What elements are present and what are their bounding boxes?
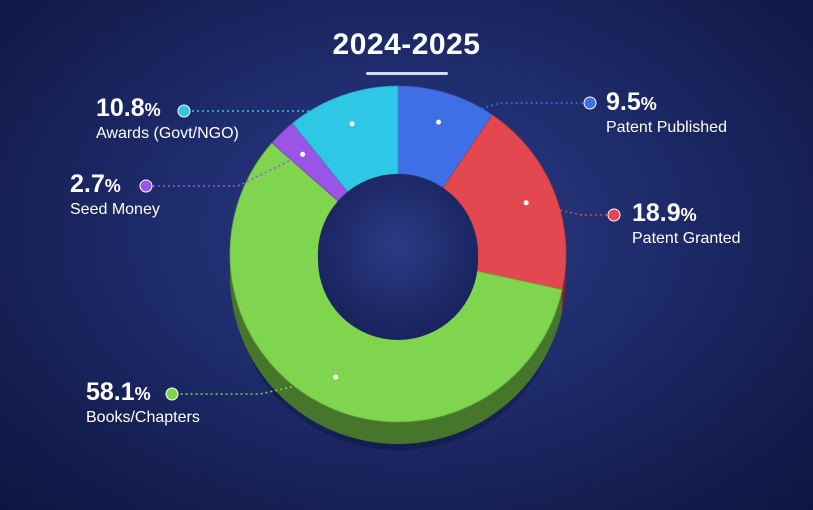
callout-seed-money: 2.7% Seed Money bbox=[70, 170, 160, 219]
value-label-patent-granted: 18.9% bbox=[632, 199, 697, 227]
legend-dot-seed-money bbox=[139, 179, 153, 193]
leader-line-seed-money bbox=[146, 153, 303, 187]
donut-hole bbox=[318, 174, 478, 334]
category-label-seed-money: Seed Money bbox=[70, 201, 160, 218]
chart-title: 2024-2025 bbox=[332, 28, 481, 61]
callout-books-chapters: 58.1% Books/Chapters bbox=[86, 378, 200, 427]
leader-line-books-chapters bbox=[172, 376, 336, 395]
value-label-seed-money: 2.7% bbox=[70, 170, 121, 198]
leader-anchor-patent-published bbox=[436, 119, 442, 125]
category-label-books-chapters: Books/Chapters bbox=[86, 409, 200, 426]
legend-dot-awards bbox=[177, 104, 191, 118]
category-label-patent-published: Patent Published bbox=[606, 119, 727, 136]
callout-patent-granted: 18.9% Patent Granted bbox=[632, 199, 741, 248]
legend-dot-patent-published bbox=[583, 96, 597, 110]
category-label-patent-granted: Patent Granted bbox=[632, 230, 741, 247]
legend-dot-patent-granted bbox=[607, 208, 621, 222]
leader-anchor-patent-granted bbox=[523, 200, 529, 206]
leader-anchor-books-chapters bbox=[333, 374, 339, 380]
value-label-awards: 10.8% bbox=[96, 94, 161, 122]
leader-anchor-seed-money bbox=[300, 151, 306, 157]
value-label-patent-published: 9.5% bbox=[606, 88, 657, 116]
category-label-awards: Awards (Govt/NGO) bbox=[96, 125, 239, 142]
callout-awards: 10.8% Awards (Govt/NGO) bbox=[96, 94, 239, 143]
leader-line-patent-published bbox=[438, 102, 590, 123]
legend-dot-books-chapters bbox=[165, 387, 179, 401]
leader-lines bbox=[139, 96, 621, 401]
value-label-books-chapters: 58.1% bbox=[86, 378, 151, 406]
title-underline bbox=[366, 72, 448, 75]
callout-patent-published: 9.5% Patent Published bbox=[606, 88, 727, 137]
leader-anchor-awards bbox=[349, 121, 355, 127]
